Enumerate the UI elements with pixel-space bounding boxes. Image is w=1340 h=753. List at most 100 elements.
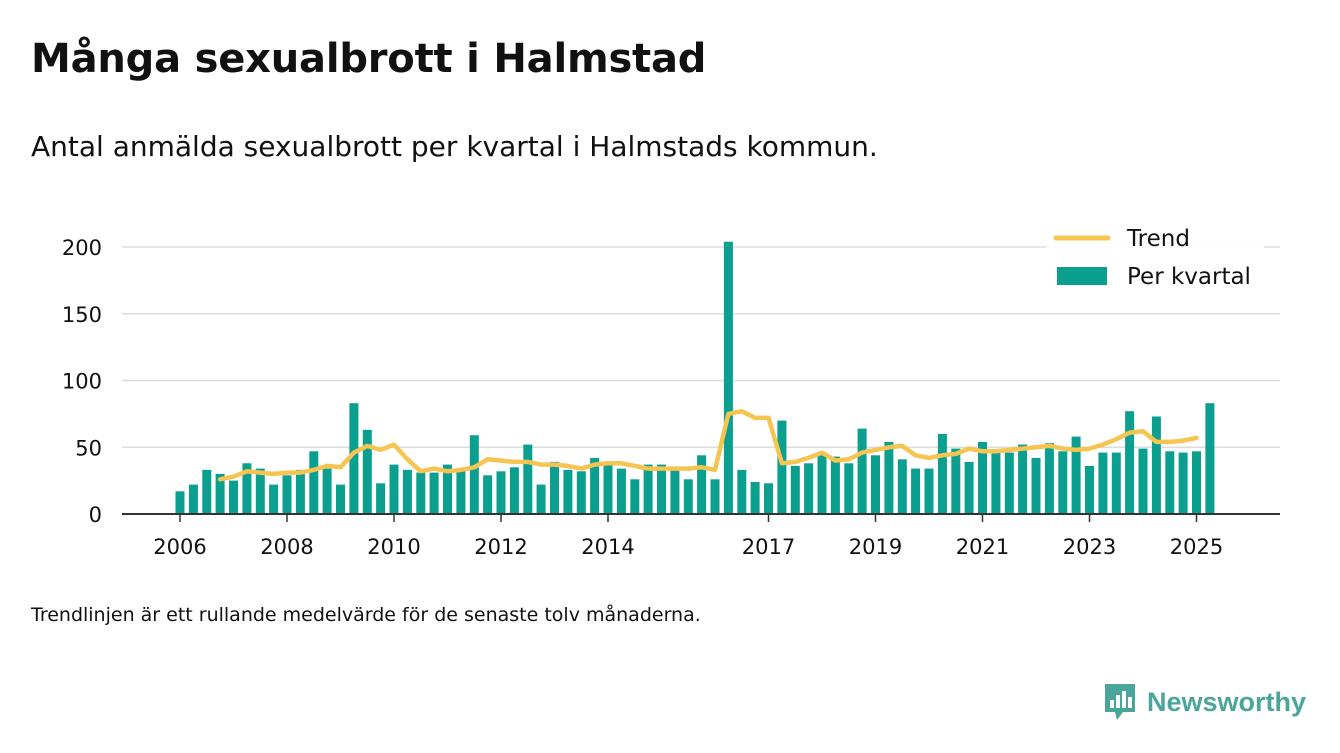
legend-bar-swatch	[1057, 267, 1107, 285]
y-tick-label: 50	[75, 436, 102, 460]
bar	[991, 451, 1001, 514]
trend-line	[217, 408, 1199, 482]
bar	[911, 468, 921, 514]
bar	[790, 465, 800, 514]
brand-name: Newsworthy	[1147, 686, 1307, 717]
bar	[469, 435, 479, 514]
bar	[1071, 436, 1081, 514]
bar	[830, 456, 840, 514]
bar	[1031, 457, 1041, 514]
bar	[429, 472, 439, 514]
bar	[764, 483, 773, 514]
bar	[188, 484, 198, 514]
bar	[362, 429, 372, 514]
x-tick-label: 2014	[581, 535, 634, 559]
bar	[1165, 451, 1175, 514]
bar	[951, 448, 961, 514]
bar	[550, 461, 559, 514]
bar	[215, 473, 225, 514]
bar	[376, 483, 386, 514]
bar	[202, 469, 212, 514]
bar	[937, 433, 947, 514]
bar	[175, 491, 185, 514]
legend-box	[1046, 222, 1264, 300]
bar	[336, 484, 345, 514]
chart-subtitle: Antal anmälda sexualbrott per kvartal i …	[31, 130, 878, 163]
bar	[804, 463, 814, 514]
y-tick-label: 150	[62, 303, 102, 327]
bar	[817, 455, 827, 514]
bar	[844, 463, 854, 514]
bar	[657, 464, 666, 514]
bar	[269, 484, 279, 514]
bar	[309, 451, 319, 514]
bar	[1098, 452, 1108, 514]
chart-title: Många sexualbrott i Halmstad	[31, 36, 707, 82]
bar	[1044, 443, 1054, 514]
bar	[402, 469, 412, 514]
bar	[603, 464, 613, 514]
legend-trend-label: Trend	[1126, 226, 1190, 252]
bar	[563, 469, 573, 514]
bar	[1085, 465, 1094, 514]
bar	[483, 475, 493, 514]
bar	[683, 479, 693, 514]
x-tick-label: 2019	[849, 535, 902, 559]
bar	[857, 428, 867, 514]
y-tick-label: 0	[89, 503, 102, 527]
bar	[523, 444, 533, 514]
bar	[897, 459, 907, 514]
x-tick-label: 2006	[153, 535, 206, 559]
bar	[496, 471, 506, 514]
brand-logo[interactable]: Newsworthy	[1103, 682, 1306, 722]
bar	[443, 464, 452, 514]
bar	[670, 469, 680, 514]
bar	[536, 484, 546, 514]
bar	[322, 468, 332, 514]
bar	[242, 463, 252, 514]
bar	[509, 467, 519, 514]
x-tick-label: 2025	[1170, 535, 1223, 559]
y-tick-label: 100	[62, 370, 102, 394]
bar	[416, 472, 426, 514]
bar	[282, 475, 292, 514]
bar	[1151, 416, 1161, 514]
bar	[590, 457, 600, 514]
bar	[1205, 403, 1215, 514]
bar	[576, 471, 586, 514]
bar	[389, 464, 399, 514]
bar	[295, 469, 305, 514]
bar	[777, 420, 787, 514]
bar	[1125, 411, 1135, 514]
x-tick-label: 2008	[260, 535, 313, 559]
bar	[750, 482, 760, 514]
x-tick-label: 2012	[474, 535, 527, 559]
bar	[723, 241, 733, 514]
bar	[871, 455, 880, 514]
bar	[456, 468, 466, 514]
footnote: Trendlinjen är ett rullande medelvärde f…	[31, 604, 701, 626]
bar	[884, 441, 894, 514]
bar	[710, 479, 720, 514]
x-tick-label: 2023	[1063, 535, 1116, 559]
bar	[1018, 444, 1028, 514]
bar	[924, 468, 934, 514]
bar	[630, 479, 640, 514]
bar	[1004, 452, 1014, 514]
bar	[978, 441, 987, 514]
bar	[1138, 448, 1148, 514]
x-tick-label: 2021	[956, 535, 1009, 559]
newsworthy-logo-icon	[1105, 684, 1135, 720]
bar-chart: 0 50 100 150 200 2006 2008 2010 2012 2014 2017 2019…	[61, 222, 1280, 559]
bar	[737, 469, 747, 514]
bar	[349, 403, 359, 514]
bar	[255, 468, 265, 514]
x-tick-label: 2010	[367, 535, 420, 559]
bar	[229, 480, 238, 514]
bar	[643, 464, 653, 514]
bar	[1178, 452, 1188, 514]
legend-bar-label: Per kvartal	[1127, 264, 1251, 290]
bar	[1192, 451, 1201, 514]
y-tick-label: 200	[62, 236, 102, 260]
x-tick-label: 2017	[742, 535, 795, 559]
